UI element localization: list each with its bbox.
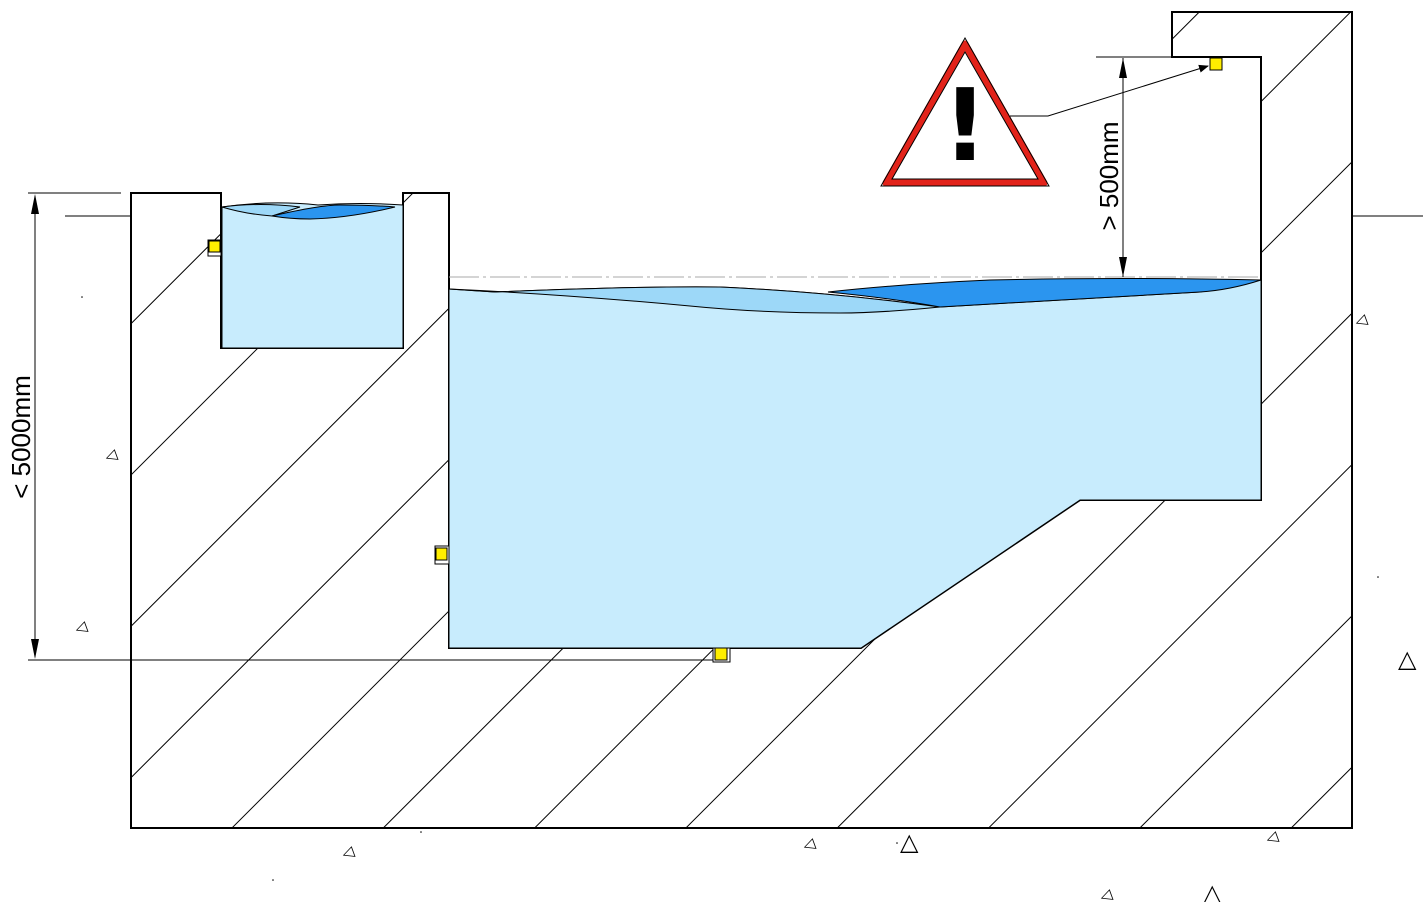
small-tank-wave-dark <box>271 204 396 220</box>
depth-label: < 5000mm <box>6 375 36 499</box>
gravel-dot <box>1377 576 1379 578</box>
depth-arrow-bottom <box>31 639 39 659</box>
gravel-dot <box>420 831 422 833</box>
gravel-mark: ◁ <box>1352 310 1369 331</box>
sensors <box>207 57 1223 663</box>
main-tank-wave-dark <box>827 278 1262 308</box>
gravel-dot <box>272 879 274 881</box>
freeboard-dimension: > 500mm <box>1094 56 1172 277</box>
warning-triangle-icon <box>882 40 1048 187</box>
gravel-dot <box>896 842 898 844</box>
gravel-mark: ◁ <box>1097 885 1114 902</box>
freeboard-arrow-bottom <box>1119 257 1127 277</box>
depth-arrow-top <box>31 194 39 214</box>
gravel-mark: △ <box>1203 879 1222 902</box>
sensor-main-wall-core <box>435 547 448 561</box>
gravel-mark: ◁ <box>800 834 817 855</box>
gravel-marks: ◁ ◁ ◁ ◁ △ ◁ ◁ △ ◁ △ ‿ <box>72 296 1417 902</box>
freeboard-label: > 500mm <box>1094 121 1124 230</box>
sensor-small-tank-core <box>208 240 221 253</box>
warning-exclamation: ! <box>942 67 988 184</box>
gravel-mark: ◁ <box>102 445 119 466</box>
gravel-mark: ‿ <box>644 888 658 902</box>
gravel-mark: △ <box>900 828 919 856</box>
main-tank <box>448 276 1262 649</box>
small-tank-water <box>221 202 404 349</box>
sensor-overflow <box>1209 57 1223 71</box>
gravel-mark: ◁ <box>72 617 89 638</box>
warning-sign: ! <box>880 36 1209 187</box>
depth-dimension: < 5000mm <box>6 192 713 661</box>
small-tank-wave-light <box>221 204 301 217</box>
small-tank <box>221 202 404 349</box>
gravel-mark: △ <box>1398 645 1417 673</box>
gravel-dot <box>81 296 83 298</box>
sensor-main-floor-core <box>714 647 728 661</box>
gravel-mark: ◁ <box>1263 827 1280 848</box>
main-tank-wave-light <box>448 286 941 314</box>
gravel-mark: ◁ <box>339 842 356 863</box>
warning-triangle-outline <box>880 36 1050 187</box>
warning-leader-line <box>1010 64 1209 117</box>
freeboard-arrow-top <box>1119 58 1127 78</box>
warning-triangle-inner <box>891 50 1039 180</box>
